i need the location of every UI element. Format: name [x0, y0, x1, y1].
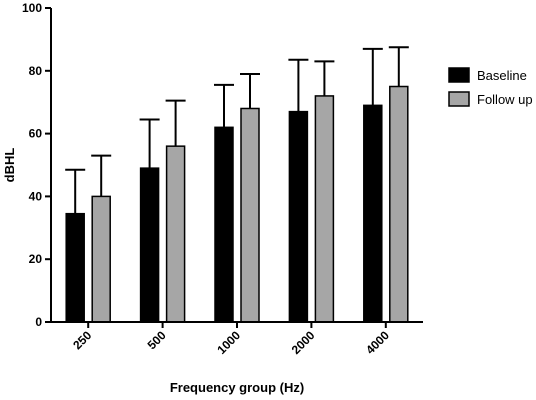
y-tick-label: 40 [29, 189, 43, 203]
bar-follow-up [91, 195, 111, 323]
bar-follow-up [314, 95, 335, 323]
y-axis-title: dBHL [2, 148, 17, 183]
y-tick-label: 0 [35, 315, 42, 329]
bar-follow-up [240, 107, 260, 323]
bar-baseline [363, 104, 383, 323]
bar-baseline [139, 167, 160, 323]
x-tick-label: 500 [145, 328, 169, 352]
x-tick-label: 2000 [289, 328, 318, 357]
bar-follow-up [165, 145, 186, 323]
legend: Baseline Follow up [448, 67, 533, 107]
legend-label: Follow up [477, 92, 533, 107]
y-tick-label: 80 [29, 64, 43, 78]
y-tick-label: 60 [29, 127, 43, 141]
legend-swatch [448, 67, 470, 83]
x-tick-label: 4000 [363, 328, 392, 357]
bar-baseline [214, 126, 234, 323]
y-ticks-layer: 0 20 40 60 80 100 [22, 1, 51, 329]
legend-swatch [448, 91, 470, 107]
x-ticks-layer: 250 500 1000 2000 4000 [70, 322, 392, 357]
bar-baseline [288, 110, 309, 323]
x-tick-label: 250 [70, 328, 94, 352]
bar-follow-up [389, 85, 409, 323]
bar-baseline [65, 212, 85, 323]
x-tick-label: 1000 [214, 328, 243, 357]
y-tick-label: 100 [22, 1, 42, 15]
error-bars-layer [65, 46, 409, 214]
y-tick-label: 20 [29, 252, 43, 266]
bars-layer [65, 85, 409, 323]
x-axis-title: Frequency group (Hz) [170, 380, 304, 395]
legend-label: Baseline [477, 68, 527, 83]
